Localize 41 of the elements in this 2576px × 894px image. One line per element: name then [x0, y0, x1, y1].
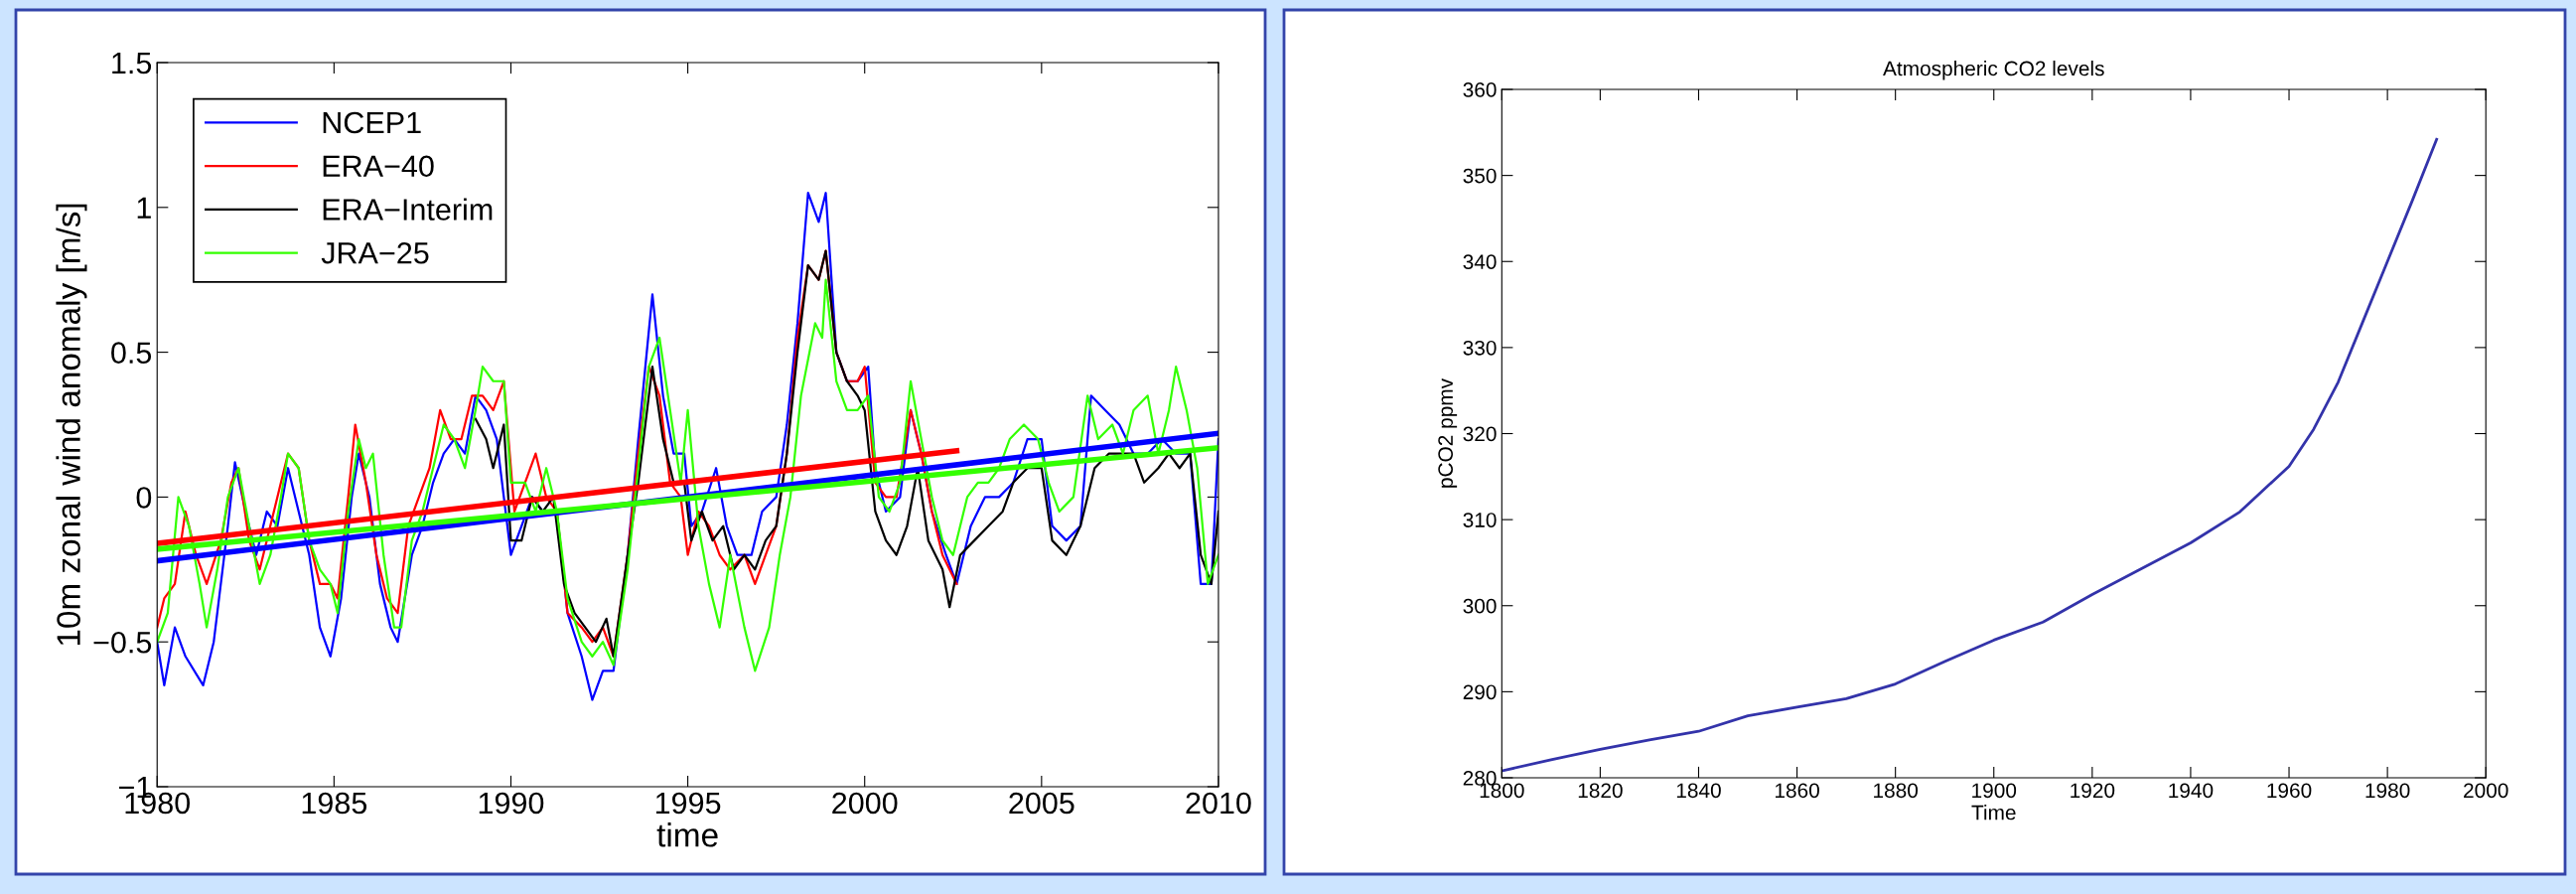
x-axis-title: time [656, 822, 718, 847]
y-tick-label: 1.5 [112, 53, 152, 74]
legend-label: JRA−25 [321, 241, 429, 264]
x-tick-label: 1880 [1874, 783, 1919, 799]
y-tick-label: −0.5 [93, 631, 152, 654]
x-tick-label: 1840 [1676, 783, 1721, 799]
legend-label: ERA−Interim [323, 198, 493, 221]
line-series [157, 278, 1218, 672]
x-axis-title: Time [1971, 805, 2016, 820]
x-tick-label: 1820 [1578, 783, 1623, 799]
y-axis-title: 10m zonal wind anomaly [m/s] [56, 204, 87, 646]
legend-label: NCEP1 [323, 111, 421, 134]
x-tick-label: 1900 [1972, 783, 2017, 799]
y-tick-label: 1 [137, 197, 151, 219]
y-tick-label: 360 [1463, 82, 1497, 97]
x-tick-label: 2010 [1186, 792, 1251, 815]
x-tick-label: 1960 [2267, 783, 2312, 799]
x-tick-label: 1860 [1775, 783, 1819, 799]
y-tick-label: 330 [1463, 340, 1497, 356]
y-tick-label: 0.5 [111, 342, 152, 364]
x-tick-label: 1995 [655, 792, 721, 815]
line-series [157, 192, 1218, 701]
chart-title: Atmospheric CO2 levels [1883, 61, 2104, 80]
x-tick-label: 1980 [2365, 783, 2410, 799]
x-tick-label: 1940 [2169, 783, 2214, 799]
x-tick-label: 1990 [479, 792, 544, 815]
x-tick-label: 2005 [1009, 792, 1074, 815]
legend-label: ERA−40 [323, 155, 434, 178]
line-series [1502, 137, 2439, 773]
y-tick-label: 0 [136, 487, 152, 509]
y-tick-label: 340 [1463, 254, 1497, 269]
y-axis-title: pCO2 ppmv [1438, 377, 1458, 488]
y-tick-label: 320 [1463, 426, 1497, 442]
x-tick-label: 1920 [2071, 783, 2115, 799]
y-tick-label: 300 [1463, 598, 1497, 614]
y-tick-label: 350 [1463, 168, 1497, 184]
x-tick-label: 2000 [2464, 783, 2508, 799]
y-tick-label: 310 [1463, 513, 1497, 527]
x-tick-label: 1985 [302, 792, 367, 815]
y-tick-label: 290 [1463, 684, 1497, 700]
x-tick-label: 2000 [832, 792, 898, 815]
